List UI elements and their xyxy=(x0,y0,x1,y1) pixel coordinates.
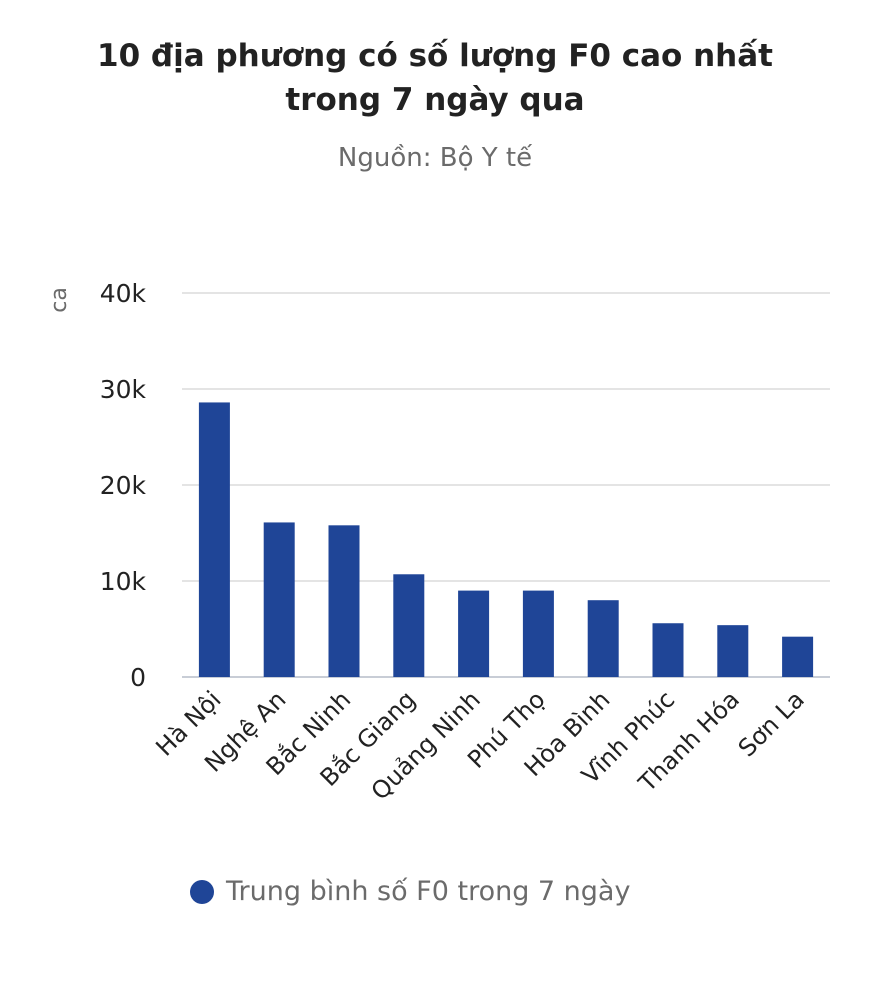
bar xyxy=(782,636,814,677)
bar xyxy=(587,600,619,677)
bar xyxy=(328,525,360,677)
bar xyxy=(717,625,749,677)
bar xyxy=(393,574,425,677)
bar xyxy=(263,522,295,677)
chart-title: 10 địa phương có số lượng F0 cao nhất tro… xyxy=(97,38,773,118)
y-tick-label: 0 xyxy=(130,663,146,692)
bar xyxy=(522,590,554,677)
y-tick-label: 30k xyxy=(100,375,147,404)
legend-marker xyxy=(190,879,214,904)
bar xyxy=(458,590,490,677)
bar xyxy=(652,623,684,677)
bar xyxy=(198,402,230,677)
y-axis-label: ca xyxy=(47,287,72,313)
y-tick-label: 10k xyxy=(100,567,147,596)
x-tick-label: Sơn La xyxy=(733,685,810,762)
chart-subtitle: Nguồn: Bộ Y tế xyxy=(337,143,533,173)
y-tick-label: 20k xyxy=(100,471,147,500)
y-tick-label: 40k xyxy=(100,279,147,308)
legend[interactable]: Trung bình số F0 trong 7 ngày xyxy=(190,876,630,907)
legend-label: Trung bình số F0 trong 7 ngày xyxy=(226,876,631,907)
